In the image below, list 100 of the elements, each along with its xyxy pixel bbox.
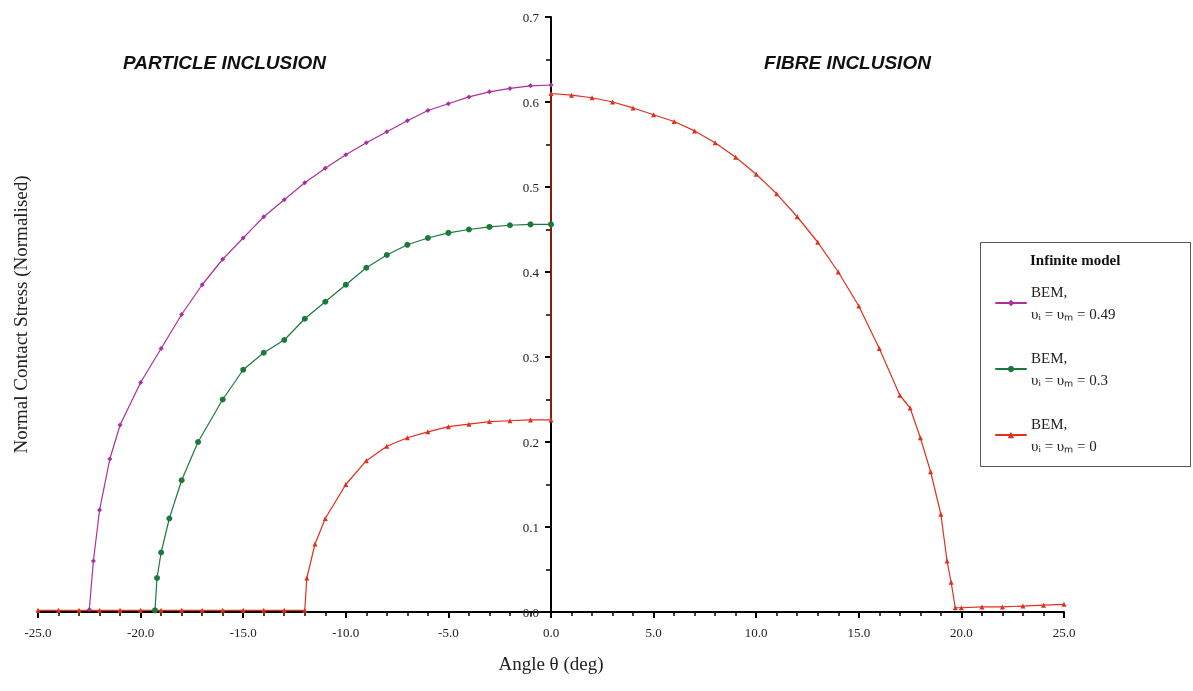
- x-tick-label: -15.0: [229, 625, 257, 640]
- point: [261, 214, 267, 220]
- point: [261, 607, 267, 613]
- point: [527, 417, 533, 423]
- y-tick-label: 0.7: [522, 9, 540, 25]
- point: [815, 239, 821, 245]
- point: [179, 607, 185, 613]
- point: [220, 256, 226, 262]
- point: [527, 221, 534, 228]
- point: [76, 607, 82, 613]
- x-tick-label: -5.0: [438, 625, 459, 640]
- y-tick-label: 0.3: [522, 349, 539, 365]
- point: [384, 129, 390, 135]
- point: [158, 549, 165, 556]
- point: [897, 392, 903, 398]
- y-tick-label: 0.1: [522, 519, 539, 535]
- point: [384, 443, 390, 449]
- point: [425, 108, 431, 113]
- point: [281, 337, 288, 343]
- y-tick-label: 0.5: [522, 179, 539, 195]
- point: [445, 424, 451, 430]
- point: [928, 469, 934, 475]
- point: [944, 558, 950, 564]
- x-tick-label: 25.0: [1052, 625, 1076, 640]
- point: [301, 315, 308, 322]
- point: [651, 112, 657, 118]
- point: [948, 579, 954, 585]
- point: [178, 477, 185, 484]
- point: [465, 226, 472, 233]
- point: [342, 281, 349, 288]
- legend-label: BEM, υᵢ = υₘ = 0.49: [1031, 284, 1116, 322]
- point: [548, 82, 554, 88]
- point: [240, 607, 246, 613]
- point: [363, 264, 370, 271]
- point: [1040, 602, 1046, 608]
- point: [302, 607, 308, 613]
- x-axis-title: Angle θ (deg): [498, 653, 604, 675]
- point: [466, 94, 472, 100]
- x-tick-label: 5.0: [645, 625, 662, 640]
- point: [281, 197, 287, 203]
- point: [117, 422, 123, 428]
- legend-label: BEM, υᵢ = υₘ = 0.3: [1031, 350, 1108, 388]
- point: [445, 101, 451, 107]
- point: [138, 607, 144, 613]
- point: [240, 235, 246, 241]
- point: [363, 140, 369, 146]
- point: [1061, 601, 1067, 607]
- point: [138, 380, 144, 385]
- point: [304, 575, 310, 581]
- point: [835, 269, 841, 275]
- x-tick-label: 15.0: [847, 625, 871, 640]
- point: [158, 346, 164, 351]
- annotation: PARTICLE INCLUSION: [122, 51, 328, 73]
- point: [179, 312, 185, 317]
- point: [35, 607, 41, 613]
- point: [507, 85, 513, 91]
- point: [240, 366, 247, 373]
- point: [220, 607, 226, 613]
- point: [466, 421, 472, 427]
- point: [404, 118, 410, 124]
- point: [302, 180, 308, 186]
- point: [281, 607, 287, 613]
- point: [548, 417, 554, 423]
- x-tick-label: 20.0: [950, 625, 973, 640]
- point: [610, 99, 616, 105]
- point: [343, 152, 349, 158]
- point: [548, 221, 554, 228]
- point: [506, 222, 513, 229]
- point: [938, 511, 944, 517]
- point: [322, 298, 329, 305]
- point: [158, 607, 164, 613]
- legend-title: Infinite model: [1030, 251, 1121, 268]
- x-tick-label: 0.0: [542, 625, 560, 640]
- point: [56, 607, 62, 613]
- annotation: FIBRE INCLUSION: [764, 51, 933, 73]
- point: [117, 607, 123, 613]
- point: [876, 346, 882, 351]
- point: [154, 575, 161, 581]
- point: [97, 507, 103, 513]
- point: [97, 607, 103, 613]
- point: [404, 241, 411, 248]
- y-axis-title: Normal Contact Stress (Normalised): [9, 175, 32, 454]
- point: [312, 541, 318, 547]
- point: [589, 95, 595, 101]
- point: [195, 439, 202, 445]
- y-tick-label: 0.2: [522, 434, 539, 450]
- point: [322, 165, 328, 171]
- point: [322, 516, 328, 521]
- point: [86, 606, 92, 612]
- point: [107, 456, 113, 462]
- point: [1020, 603, 1026, 609]
- y-tick-label: 0.6: [522, 94, 540, 110]
- point: [486, 89, 492, 95]
- point: [445, 229, 452, 236]
- point: [507, 418, 513, 424]
- y-tick-label: 0.4: [522, 264, 540, 280]
- point: [151, 607, 158, 614]
- point: [199, 607, 205, 613]
- point: [907, 405, 913, 411]
- point: [958, 605, 964, 611]
